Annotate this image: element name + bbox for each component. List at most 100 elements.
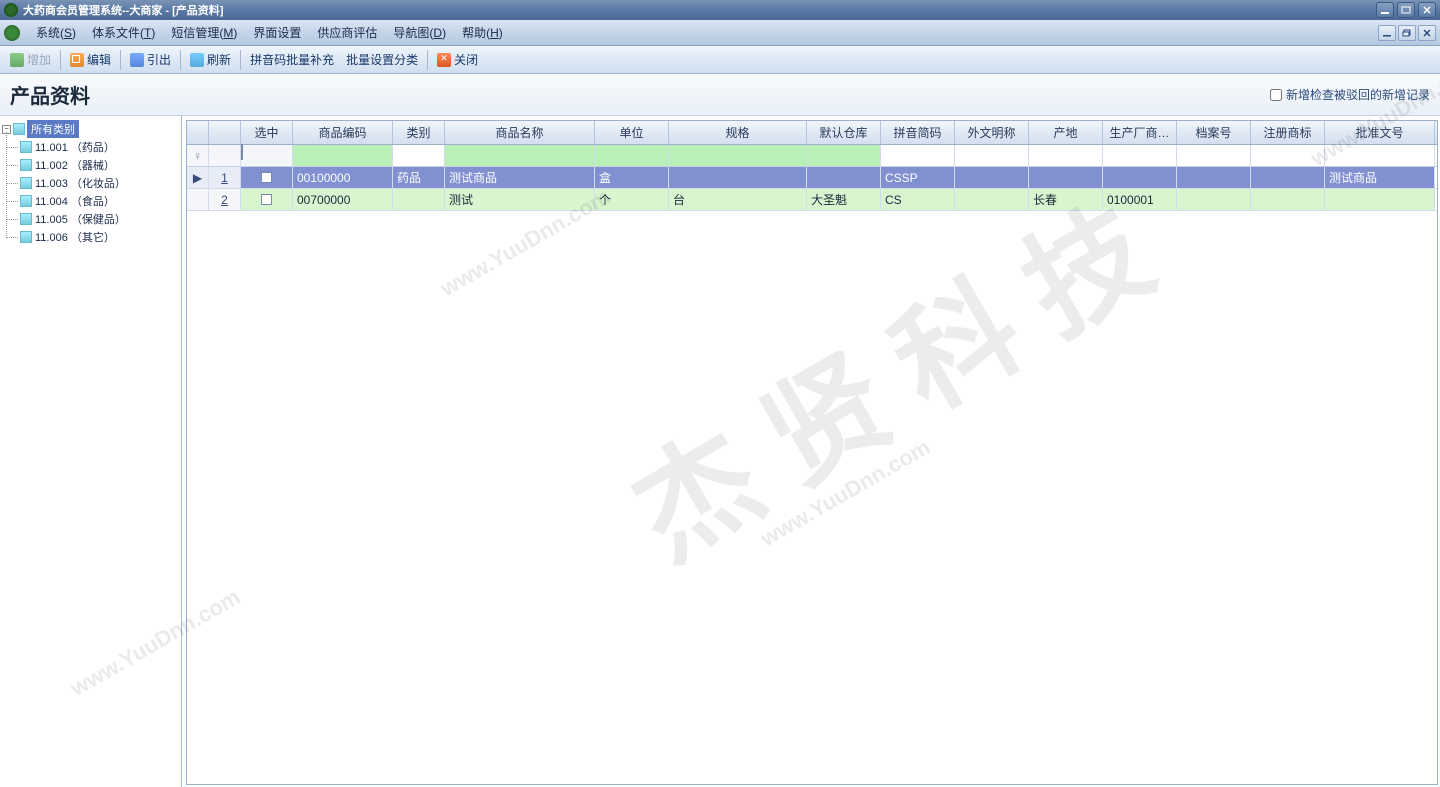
- column-header[interactable]: [187, 121, 209, 144]
- mdi-minimize-button[interactable]: [1378, 25, 1396, 41]
- grid-cell: [1325, 189, 1435, 210]
- window-close-button[interactable]: [1418, 2, 1436, 18]
- grid-cell: [807, 167, 881, 188]
- column-header[interactable]: 外文明称: [955, 121, 1029, 144]
- toolbar-add-button[interactable]: 增加: [4, 49, 57, 70]
- filter-cell[interactable]: [1029, 145, 1103, 166]
- grid-cell: 0100001: [1103, 189, 1177, 210]
- grid-cell: [1029, 167, 1103, 188]
- menu-item[interactable]: 导航图(D): [385, 24, 454, 41]
- add-icon: [10, 53, 24, 67]
- grid-cell: 测试商品: [445, 167, 595, 188]
- filter-cell[interactable]: [241, 145, 293, 166]
- toolbar-pinyin-button[interactable]: 拼音码批量补充: [244, 49, 340, 70]
- menu-item[interactable]: 系统(S): [28, 24, 84, 41]
- grid-row[interactable]: 200700000测试个台大圣魁CS长春0100001: [187, 189, 1437, 211]
- tree-item[interactable]: 11.002 （器械）: [20, 156, 179, 174]
- rejected-records-checkbox[interactable]: [1270, 89, 1282, 101]
- filter-checkbox[interactable]: [241, 144, 243, 160]
- window-maximize-button[interactable]: [1397, 2, 1415, 18]
- grid-cell: [241, 189, 293, 210]
- filter-cell[interactable]: [209, 145, 241, 166]
- column-header[interactable]: 单位: [595, 121, 669, 144]
- grid-cell: CSSP: [881, 167, 955, 188]
- toolbar-export-button[interactable]: 引出: [124, 49, 177, 70]
- grid-row[interactable]: ▶100100000药品测试商品盒CSSP测试商品: [187, 167, 1437, 189]
- window-minimize-button[interactable]: [1376, 2, 1394, 18]
- grid-cell: [1177, 189, 1251, 210]
- column-header[interactable]: 类别: [393, 121, 445, 144]
- filter-cell[interactable]: [445, 145, 595, 166]
- filter-cell[interactable]: [293, 145, 393, 166]
- column-header[interactable]: 产地: [1029, 121, 1103, 144]
- grid-cell: [955, 167, 1029, 188]
- tree-item[interactable]: 11.003 （化妆品）: [20, 174, 179, 192]
- grid-cell: 1: [209, 167, 241, 188]
- filter-cell[interactable]: [1103, 145, 1177, 166]
- column-header[interactable]: 默认仓库: [807, 121, 881, 144]
- mdi-close-button[interactable]: [1418, 25, 1436, 41]
- column-header[interactable]: 注册商标: [1251, 121, 1325, 144]
- filter-cell[interactable]: [955, 145, 1029, 166]
- grid-cell: [1177, 167, 1251, 188]
- app-icon: [4, 3, 18, 17]
- column-header[interactable]: 生产厂商…: [1103, 121, 1177, 144]
- refresh-icon: [190, 53, 204, 67]
- tree-item[interactable]: 11.005 （保健品）: [20, 210, 179, 228]
- filter-cell[interactable]: [393, 145, 445, 166]
- filter-cell[interactable]: [595, 145, 669, 166]
- tree-item[interactable]: 11.004 （食品）: [20, 192, 179, 210]
- column-header[interactable]: 商品名称: [445, 121, 595, 144]
- grid-cell: [1103, 167, 1177, 188]
- grid-cell: 00700000: [293, 189, 393, 210]
- filter-cell[interactable]: [1251, 145, 1325, 166]
- column-header[interactable]: [209, 121, 241, 144]
- grid-cell: 00100000: [293, 167, 393, 188]
- item-icon: [20, 231, 32, 243]
- filter-cell[interactable]: ♀: [187, 145, 209, 166]
- column-header[interactable]: 档案号: [1177, 121, 1251, 144]
- grid-cell: ▶: [187, 167, 209, 188]
- row-checkbox[interactable]: [261, 172, 272, 183]
- grid-cell: 2: [209, 189, 241, 210]
- toolbar-close-button[interactable]: 关闭: [431, 49, 484, 70]
- grid-cell: 台: [669, 189, 807, 210]
- column-header[interactable]: 选中: [241, 121, 293, 144]
- menu-item[interactable]: 帮助(H): [454, 24, 511, 41]
- filter-cell[interactable]: [807, 145, 881, 166]
- grid-cell: [1251, 189, 1325, 210]
- menu-item[interactable]: 界面设置: [245, 24, 309, 41]
- tree-root[interactable]: − 所有类别: [2, 120, 179, 138]
- grid-cell: [669, 167, 807, 188]
- category-tree: − 所有类别 11.001 （药品）11.002 （器械）11.003 （化妆品…: [0, 116, 182, 787]
- grid-body: ▶100100000药品测试商品盒CSSP测试商品200700000测试个台大圣…: [187, 167, 1437, 784]
- column-header[interactable]: 批准文号: [1325, 121, 1435, 144]
- edit-icon: [70, 53, 84, 67]
- toolbar: 增加 编辑 引出 刷新 拼音码批量补充 批量设置分类 关闭: [0, 46, 1440, 74]
- item-icon: [20, 213, 32, 225]
- row-checkbox[interactable]: [261, 194, 272, 205]
- mdi-restore-button[interactable]: [1398, 25, 1416, 41]
- menu-item[interactable]: 短信管理(M): [163, 24, 245, 41]
- menu-item[interactable]: 供应商评估: [309, 24, 385, 41]
- filter-cell[interactable]: [881, 145, 955, 166]
- toolbar-refresh-button[interactable]: 刷新: [184, 49, 237, 70]
- menubar-app-icon: [4, 25, 20, 41]
- column-header[interactable]: 商品编码: [293, 121, 393, 144]
- tree-item[interactable]: 11.001 （药品）: [20, 138, 179, 156]
- filter-cell[interactable]: [669, 145, 807, 166]
- column-header[interactable]: 拼音简码: [881, 121, 955, 144]
- toolbar-edit-button[interactable]: 编辑: [64, 49, 117, 70]
- column-header[interactable]: 规格: [669, 121, 807, 144]
- tree-item[interactable]: 11.006 （其它）: [20, 228, 179, 246]
- toolbar-batch-button[interactable]: 批量设置分类: [340, 49, 424, 70]
- product-grid: 选中商品编码类别商品名称单位规格默认仓库拼音简码外文明称产地生产厂商…档案号注册…: [186, 120, 1438, 785]
- grid-cell: 盒: [595, 167, 669, 188]
- item-icon: [20, 177, 32, 189]
- page-title: 产品资料: [10, 80, 90, 109]
- menu-item[interactable]: 体系文件(T): [84, 24, 163, 41]
- grid-cell: 大圣魁: [807, 189, 881, 210]
- filter-cell[interactable]: [1325, 145, 1435, 166]
- filter-cell[interactable]: [1177, 145, 1251, 166]
- grid-cell: 测试商品: [1325, 167, 1435, 188]
